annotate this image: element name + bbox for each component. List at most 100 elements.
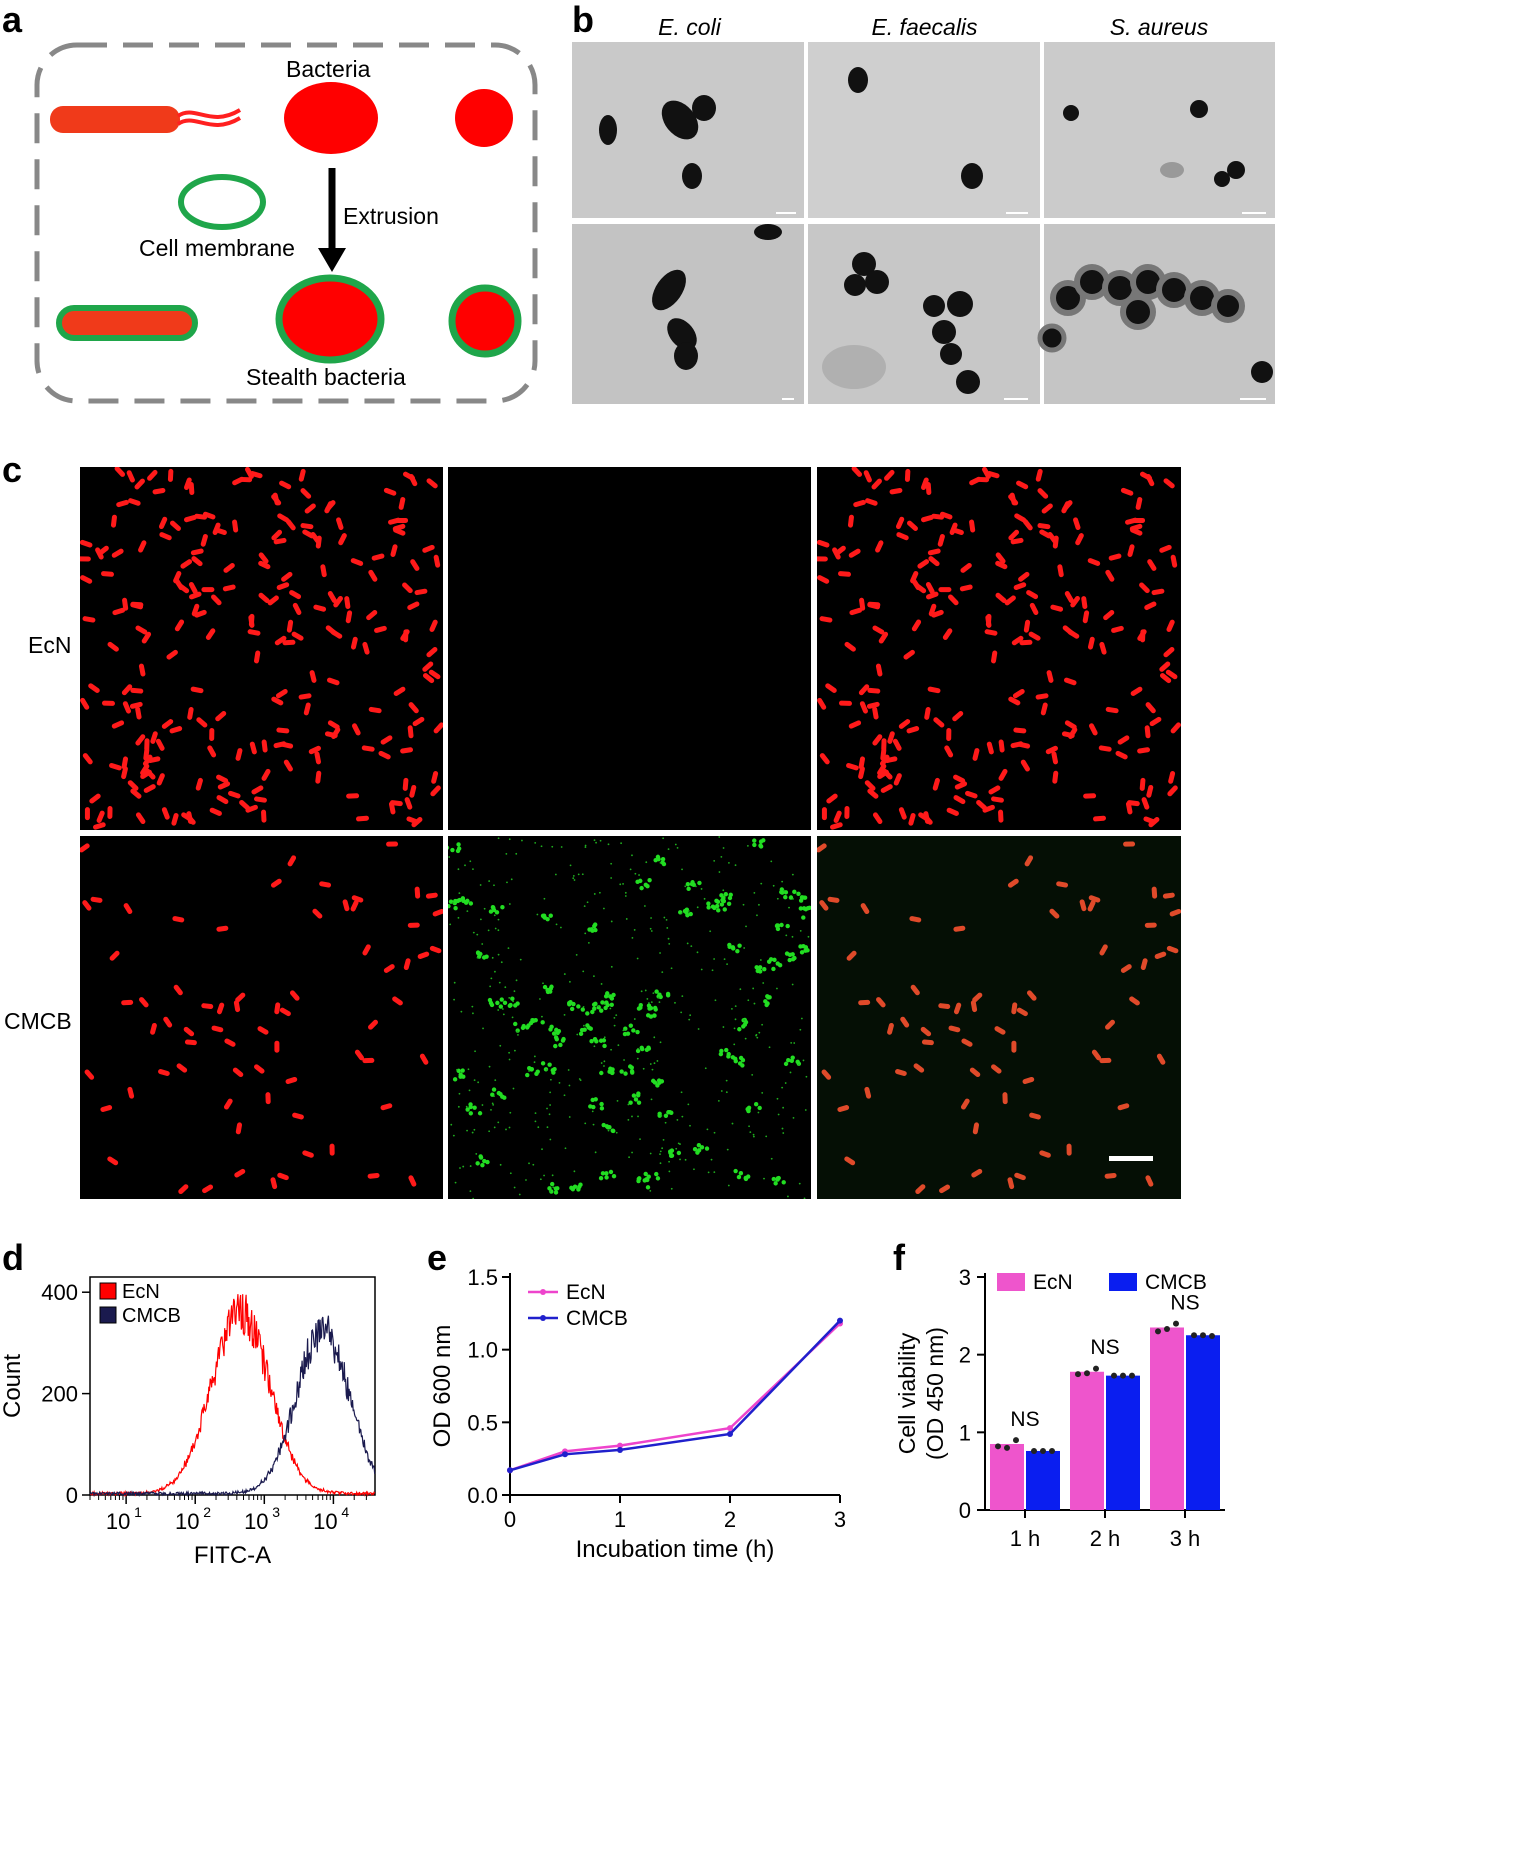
x-tick-label: 10 <box>106 1509 130 1534</box>
data-point <box>1075 1371 1081 1377</box>
stealth-oval-icon <box>279 278 381 360</box>
rod-bacterium-icon <box>50 106 180 133</box>
data-point <box>1004 1445 1010 1451</box>
x-tick-label: 10 <box>244 1509 268 1534</box>
extrusion-arrow-head <box>318 248 346 272</box>
data-point <box>1040 1448 1046 1454</box>
chart-f-cell-viability: 0 1 2 3 1 h NS 2 h NS 3 h NS EcN CMCB Cell viability… <box>885 1245 1285 1869</box>
bar-cmcb <box>1186 1335 1220 1510</box>
y-axis-label-line2: (OD 450 nm) <box>922 1327 948 1460</box>
point-cmcb <box>617 1447 623 1453</box>
y-tick-label: 0 <box>959 1498 971 1523</box>
legend-label: CMCB <box>122 1305 181 1327</box>
histogram-cmcb <box>90 1316 375 1495</box>
round-bacterium-icon <box>455 89 513 147</box>
y-tick-label: 0 <box>66 1483 78 1508</box>
tem-ecoli-coated <box>572 224 804 404</box>
y-tick-label: 2 <box>959 1343 971 1368</box>
legend-swatch <box>997 1273 1025 1291</box>
data-point <box>1120 1373 1126 1379</box>
x-tick-label: 0 <box>504 1507 516 1532</box>
x-tick-exponent: 3 <box>272 1504 280 1520</box>
data-point <box>1013 1437 1019 1443</box>
y-tick-label: 3 <box>959 1265 971 1290</box>
data-point <box>1129 1373 1135 1379</box>
x-tick-label: 1 h <box>1010 1526 1041 1551</box>
point-cmcb <box>727 1431 733 1437</box>
point-cmcb <box>562 1451 568 1457</box>
tem-efaecalis-coated <box>808 224 1040 404</box>
fluor-ecn-red <box>80 467 443 830</box>
data-point <box>1111 1373 1117 1379</box>
row-label-cmcb: CMCB <box>4 1008 72 1035</box>
point-cmcb <box>507 1467 513 1473</box>
chart-d-flow-cytometry: 020040010 1 10 2 10 3 10 4EcNCMCBFITC-ACount <box>0 1245 420 1869</box>
y-tick-label: 400 <box>41 1280 78 1305</box>
panel-b-tem-grid <box>572 42 1275 404</box>
data-point <box>1200 1332 1206 1338</box>
bar-ecn <box>1070 1372 1104 1510</box>
y-tick-label: 1.0 <box>467 1338 498 1363</box>
y-tick-label: 0.5 <box>467 1410 498 1435</box>
x-tick-label: 2 <box>724 1507 736 1532</box>
data-point <box>995 1443 1001 1449</box>
y-tick-label: 1 <box>959 1420 971 1445</box>
tem-ecoli-bare <box>572 42 804 218</box>
flagella-icon <box>178 110 240 125</box>
bar-cmcb <box>1026 1451 1060 1510</box>
data-point <box>1191 1332 1197 1338</box>
legend-swatch <box>100 1283 116 1299</box>
data-point <box>1049 1448 1055 1454</box>
cell-membrane-label: Cell membrane <box>139 235 295 262</box>
stealth-rod-icon <box>59 308 195 338</box>
legend-swatch <box>100 1307 116 1323</box>
x-tick-label: 10 <box>175 1509 199 1534</box>
scale-bar <box>1109 1156 1153 1161</box>
y-tick-label: 1.5 <box>467 1265 498 1290</box>
data-point <box>1084 1370 1090 1376</box>
fluor-cmcb-green <box>448 836 811 1199</box>
legend-label: EcN <box>566 1281 606 1304</box>
ns-annotation: NS <box>1010 1408 1039 1431</box>
data-point <box>1155 1328 1161 1334</box>
legend-swatch <box>1109 1273 1137 1291</box>
y-axis-label: Count <box>0 1354 26 1418</box>
stealth-round-icon <box>452 288 518 354</box>
extrusion-label: Extrusion <box>343 203 439 230</box>
fluor-ecn-merge <box>817 467 1181 830</box>
data-point <box>1031 1448 1037 1454</box>
tem-saureus-coated <box>1040 224 1275 404</box>
ns-annotation: NS <box>1090 1336 1119 1359</box>
oval-bacterium-icon <box>284 82 378 154</box>
col-label-efaecalis: E. faecalis <box>808 14 1041 41</box>
bar-ecn <box>1150 1327 1184 1510</box>
bacteria-label: Bacteria <box>286 56 370 83</box>
legend-marker <box>540 1315 546 1321</box>
chart-e-growth-curve: 0.0 0.5 1.0 1.5 0 1 2 3 EcN CMCB Incubation time (… <box>420 1245 890 1869</box>
fluor-cmcb-merge <box>817 836 1181 1199</box>
cell-membrane-icon <box>181 177 263 227</box>
row-label-ecn: EcN <box>28 632 71 659</box>
x-tick-label: 3 <box>834 1507 846 1532</box>
x-tick-label: 10 <box>313 1509 337 1534</box>
data-point <box>1173 1321 1179 1327</box>
panel-c-image-grid <box>80 467 1181 1199</box>
legend-label: CMCB <box>566 1307 628 1330</box>
ns-annotation: NS <box>1170 1291 1199 1314</box>
x-tick-label: 3 h <box>1170 1526 1201 1551</box>
x-tick-exponent: 1 <box>134 1504 142 1520</box>
data-point <box>1209 1333 1215 1339</box>
line-ecn <box>510 1324 840 1471</box>
data-point <box>1093 1366 1099 1372</box>
point-cmcb <box>837 1318 843 1324</box>
legend-label: CMCB <box>1145 1271 1207 1294</box>
col-label-ecoli: E. coli <box>573 14 806 41</box>
x-axis-label: Incubation time (h) <box>576 1536 775 1563</box>
fluor-ecn-green <box>448 467 811 830</box>
x-tick-exponent: 4 <box>341 1504 349 1520</box>
legend-marker <box>540 1289 546 1295</box>
x-axis-label: FITC-A <box>194 1542 271 1569</box>
panel-label-c: c <box>2 452 22 488</box>
bar-cmcb <box>1106 1376 1140 1510</box>
data-point <box>1164 1326 1170 1332</box>
